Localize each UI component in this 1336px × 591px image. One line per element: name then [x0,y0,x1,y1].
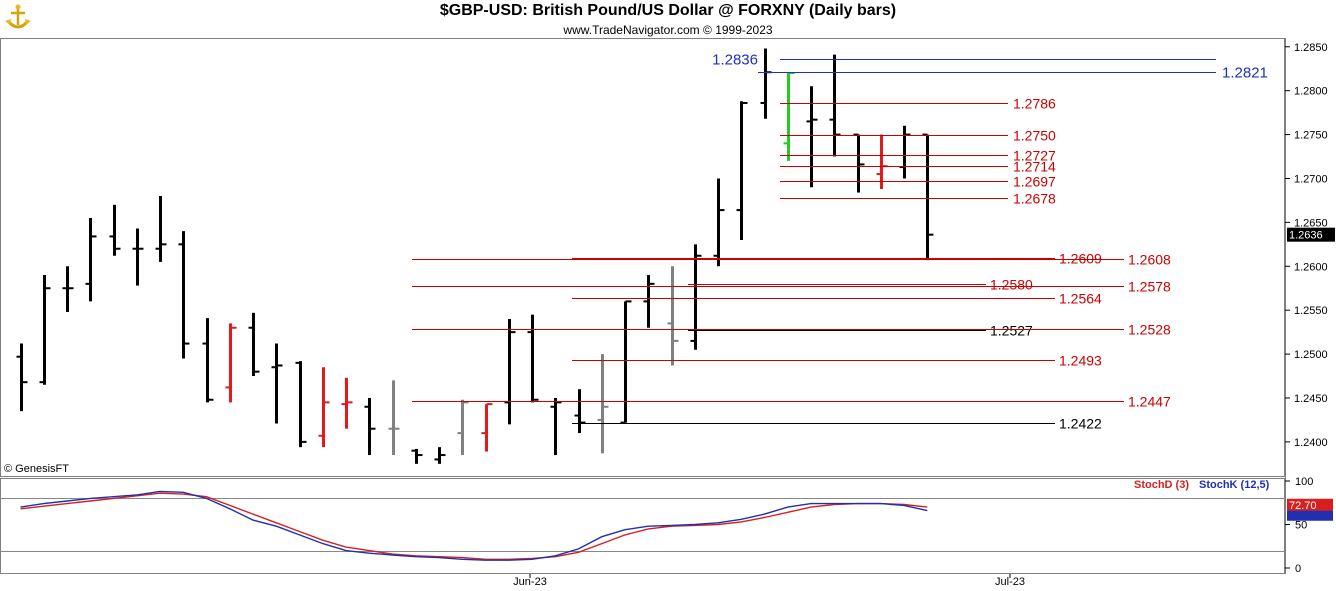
price-tick-label: 1.2650 [1294,217,1328,229]
price-panel-frame [0,38,1285,477]
date-label: Jun-23 [513,576,547,588]
price-tick-label: 1.2800 [1294,86,1328,98]
price-tick-label: 1.2700 [1294,173,1328,185]
price-tick-label: 1.2550 [1294,305,1328,317]
level-label: 1.2528 [1128,322,1171,338]
stoch-d-line [20,492,928,560]
level-label: 1.2678 [1013,191,1056,207]
stochastic-tick-label: 0 [1295,563,1301,575]
stochastic-tick-label: 50 [1295,520,1307,532]
level-label: 1.2447 [1128,394,1171,410]
trade-navigator-logo-icon [5,4,31,29]
level-label: 1.2750 [1013,128,1056,144]
stoch-d-value-box [1287,498,1333,511]
stoch-k-value-box [1287,508,1333,521]
stochastic-tick-label: 100 [1295,476,1313,488]
price-tick-label: 1.2450 [1294,393,1328,405]
level-label: 1.2422 [1059,416,1102,432]
level-label: 1.2714 [1013,159,1056,175]
date-axis-area [0,574,1285,591]
level-label: 1.2564 [1059,291,1102,307]
stoch-current-value: 72.70 [1289,500,1317,512]
current-price-label: 1.2636 [1289,230,1323,242]
level-label: 1.2609 [1059,251,1102,267]
price-tick-label: 1.2600 [1294,261,1328,273]
stochastic-panel-frame [0,478,1285,574]
level-label: 1.2493 [1059,353,1102,369]
current-price-box [1287,227,1335,242]
copyright-label: © GenesisFT [4,463,69,475]
level-label: 1.2527 [990,323,1033,339]
price-tick-label: 1.2500 [1294,349,1328,361]
stoch-k-legend: StochK (12,5) [1199,479,1270,491]
date-label: Jul-23 [995,576,1025,588]
price-tick-label: 1.2750 [1294,130,1328,142]
stoch-k-line [20,490,928,561]
level-label: 1.2697 [1013,174,1056,190]
level-label: 1.2821 [1222,65,1268,82]
price-tick-label: 1.2850 [1294,42,1328,54]
level-label: 1.2727 [1013,148,1056,164]
level-label: 1.2580 [990,277,1033,293]
level-label: 1.2578 [1128,279,1171,295]
chart-title: $GBP-USD: British Pound/US Dollar @ FORX… [439,2,897,19]
chart-subtitle: www.TradeNavigator.com © 1999-2023 [563,23,773,37]
level-label: 1.2786 [1013,96,1056,112]
level-label: 1.2836 [712,52,758,69]
chart-header: $GBP-USD: British Pound/US Dollar @ FORX… [0,0,1336,38]
price-tick-label: 1.2400 [1294,437,1328,449]
stoch-d-legend: StochD (3) [1134,479,1189,491]
level-label: 1.2608 [1128,252,1171,268]
